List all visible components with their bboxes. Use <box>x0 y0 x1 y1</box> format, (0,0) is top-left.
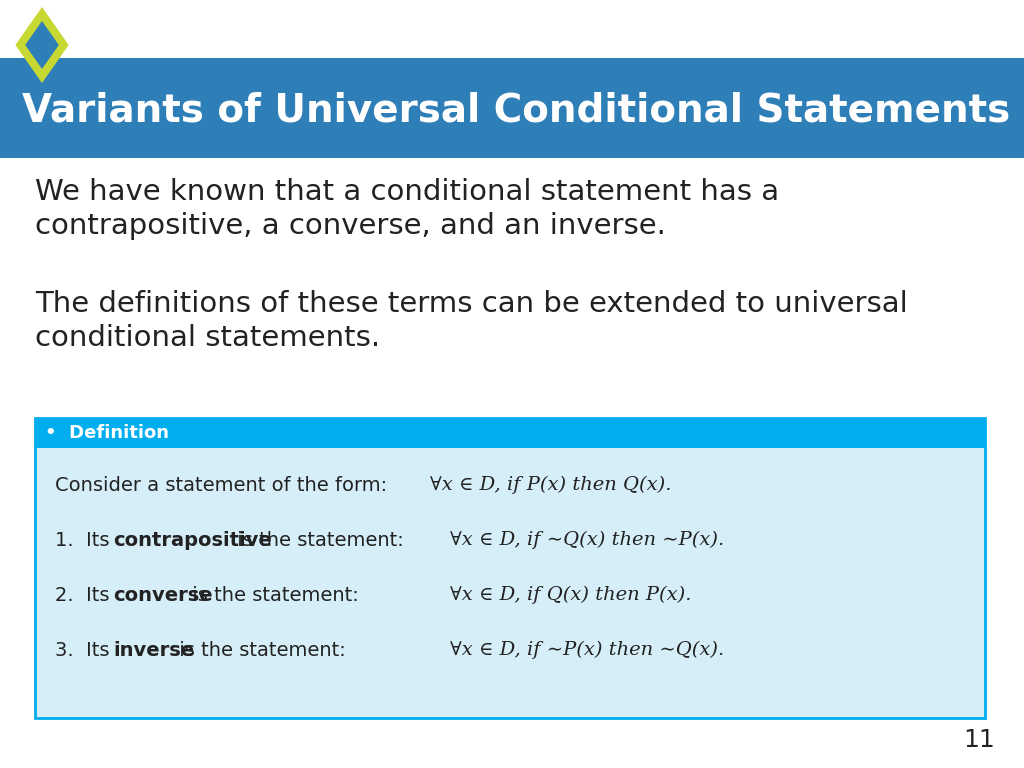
Text: is the statement:: is the statement: <box>173 641 346 660</box>
Text: inverse: inverse <box>113 641 195 660</box>
Text: ∀x ∈ D, if Q(x) then P(x).: ∀x ∈ D, if Q(x) then P(x). <box>450 586 691 604</box>
Text: ∀x ∈ D, if ∼P(x) then ∼Q(x).: ∀x ∈ D, if ∼P(x) then ∼Q(x). <box>450 641 724 659</box>
Text: Variants of Universal Conditional Statements: Variants of Universal Conditional Statem… <box>22 91 1011 129</box>
Text: ∀x ∈ D, if ∼Q(x) then ∼P(x).: ∀x ∈ D, if ∼Q(x) then ∼P(x). <box>450 531 724 549</box>
Text: 2.  Its: 2. Its <box>55 586 116 605</box>
Text: •  Definition: • Definition <box>45 424 169 442</box>
Text: 11: 11 <box>964 728 995 752</box>
Text: We have known that a conditional statement has a: We have known that a conditional stateme… <box>35 178 779 206</box>
Text: contrapositive, a converse, and an inverse.: contrapositive, a converse, and an inver… <box>35 212 666 240</box>
Text: The definitions of these terms can be extended to universal: The definitions of these terms can be ex… <box>35 290 907 318</box>
Text: Consider a statement of the form:: Consider a statement of the form: <box>55 476 387 495</box>
Polygon shape <box>26 21 58 69</box>
Text: conditional statements.: conditional statements. <box>35 324 380 352</box>
Text: converse: converse <box>113 586 213 605</box>
Text: is the statement:: is the statement: <box>186 586 358 605</box>
Bar <box>35 448 985 718</box>
Text: 1.  Its: 1. Its <box>55 531 116 550</box>
Text: 3.  Its: 3. Its <box>55 641 116 660</box>
Text: contrapositive: contrapositive <box>113 531 271 550</box>
Polygon shape <box>15 7 69 83</box>
Text: ∀x ∈ D, if P(x) then Q(x).: ∀x ∈ D, if P(x) then Q(x). <box>430 476 672 495</box>
Bar <box>35 418 985 718</box>
Bar <box>35 418 985 448</box>
Bar <box>0 58 1024 158</box>
Text: is the statement:: is the statement: <box>231 531 403 550</box>
